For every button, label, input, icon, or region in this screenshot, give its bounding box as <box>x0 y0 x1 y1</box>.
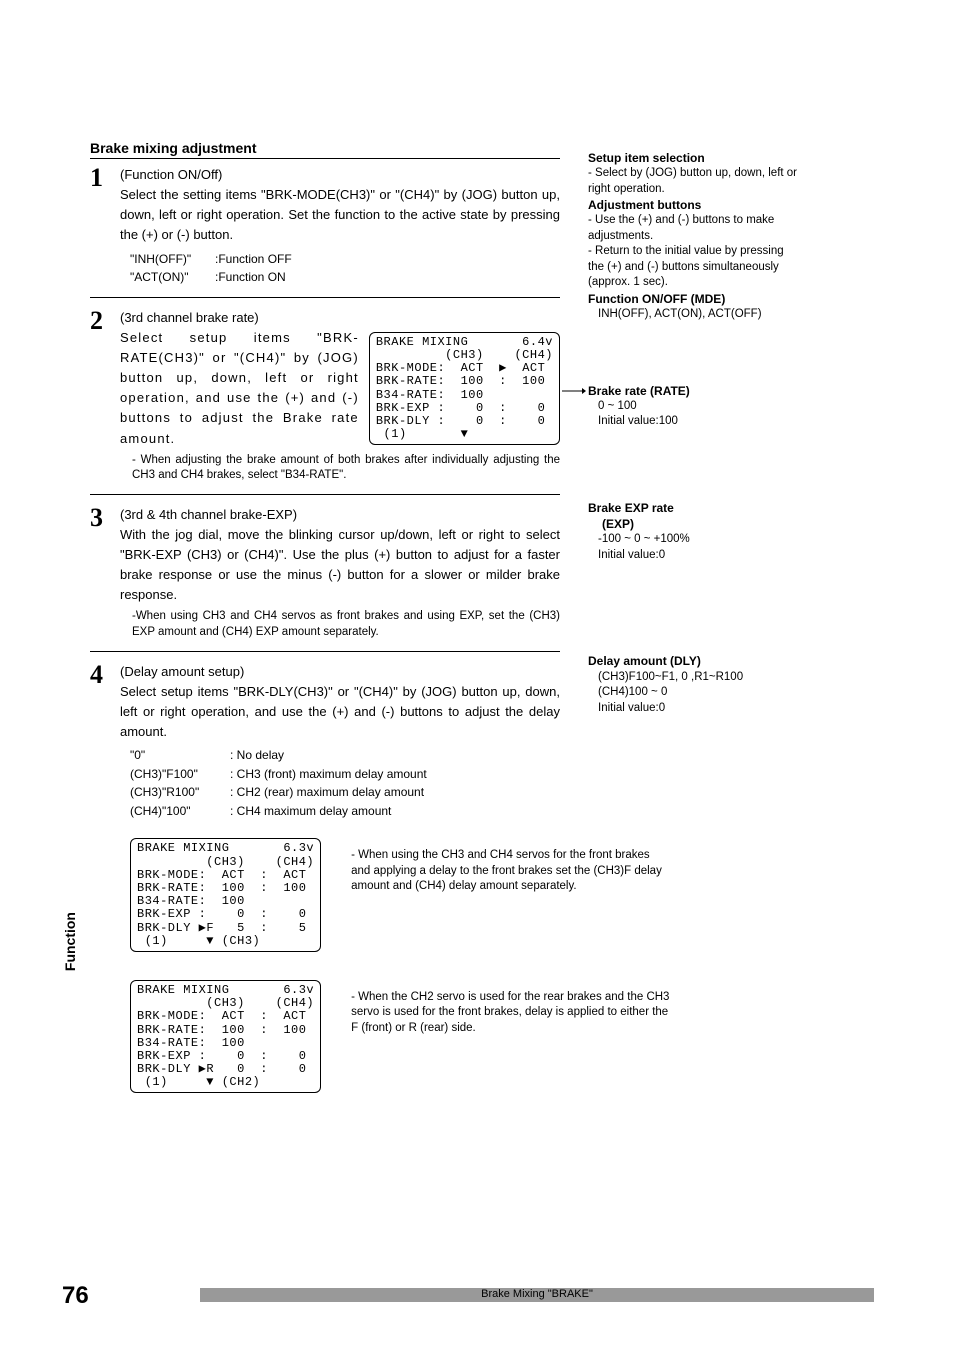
side-text: Initial value:0 <box>598 701 798 717</box>
step-title: (Function ON/Off) <box>120 167 222 182</box>
lcd-screen: BRAKE MIXING 6.3v (CH3) (CH4) BRK-MODE: … <box>130 838 321 952</box>
step-number: 1 <box>90 165 118 191</box>
section-tab: Function <box>62 912 78 971</box>
side-heading: Brake EXP rate <box>588 500 798 516</box>
footer-bar: Brake Mixing "BRAKE" <box>200 1288 874 1302</box>
lcd-note: - When the CH2 servo is used for the rea… <box>351 990 671 1037</box>
side-text: (CH4)100 ~ 0 <box>598 685 798 701</box>
func-val: :Function OFF <box>215 252 292 266</box>
side-text: Initial value:100 <box>598 414 798 430</box>
side-text: - Select by (JOG) button up, down, left … <box>588 166 798 197</box>
func-val: :Function ON <box>215 270 286 284</box>
delay-key: (CH4)"100" <box>130 802 230 821</box>
side-heading: Brake rate (RATE) <box>588 383 798 399</box>
side-text: -100 ~ 0 ~ +100% <box>598 532 798 548</box>
side-heading: Function ON/OFF (MDE) <box>588 291 798 307</box>
delay-val: : CH3 (front) maximum delay amount <box>230 767 427 781</box>
side-text: Initial value:0 <box>598 548 798 564</box>
side-heading: Adjustment buttons <box>588 197 798 213</box>
step-note: -When using CH3 and CH4 servos as front … <box>132 609 560 640</box>
delay-val: : No delay <box>230 748 284 762</box>
delay-key: (CH3)"R100" <box>130 783 230 802</box>
side-text: INH(OFF), ACT(ON), ACT(OFF) <box>598 307 798 323</box>
delay-val: : CH2 (rear) maximum delay amount <box>230 785 424 799</box>
arrow-icon <box>562 386 586 396</box>
func-key: "INH(OFF)" <box>130 250 215 269</box>
separator <box>90 297 560 298</box>
side-subheading: (EXP) <box>602 516 798 532</box>
lcd-screen: BRAKE MIXING 6.3v (CH3) (CH4) BRK-MODE: … <box>130 980 321 1094</box>
lcd-screen: BRAKE MIXING 6.4v (CH3) (CH4) BRK-MODE: … <box>369 332 560 446</box>
func-key: "ACT(ON)" <box>130 268 215 287</box>
step-body: Select setup items "BRK-DLY(CH3)" or "(C… <box>120 684 560 739</box>
delay-key: "0" <box>130 746 230 765</box>
side-text: 0 ~ 100 <box>598 399 798 415</box>
section-heading: Brake mixing adjustment <box>90 140 560 159</box>
step-body: Select setup items "BRK-RATE(CH3)" or "(… <box>120 330 359 446</box>
separator <box>90 494 560 495</box>
step-title: (3rd & 4th channel brake-EXP) <box>120 507 297 522</box>
delay-key: (CH3)"F100" <box>130 765 230 784</box>
side-heading: Setup item selection <box>588 150 798 166</box>
step-body: Select the setting items "BRK-MODE(CH3)"… <box>120 187 560 242</box>
step-title: (Delay amount setup) <box>120 664 244 679</box>
side-text: (CH3)F100~F1, 0 ,R1~R100 <box>598 670 798 686</box>
side-heading: Delay amount (DLY) <box>588 653 798 669</box>
step-number: 3 <box>90 505 118 531</box>
step-number: 2 <box>90 308 118 334</box>
footer-text: Brake Mixing "BRAKE" <box>200 1288 874 1300</box>
separator <box>90 651 560 652</box>
step-title: (3rd channel brake rate) <box>120 310 259 325</box>
side-text: - Return to the initial value by pressin… <box>588 244 798 291</box>
side-text: - Use the (+) and (-) buttons to make ad… <box>588 213 798 244</box>
lcd-note: - When using the CH3 and CH4 servos for … <box>351 848 671 895</box>
step-body: With the jog dial, move the blinking cur… <box>120 527 560 602</box>
delay-val: : CH4 maximum delay amount <box>230 804 391 818</box>
step-number: 4 <box>90 662 118 688</box>
step-note: - When adjusting the brake amount of bot… <box>132 453 560 484</box>
